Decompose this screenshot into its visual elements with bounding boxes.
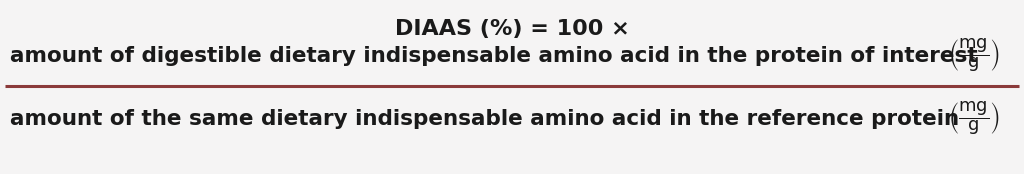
Text: amount of digestible dietary indispensable amino acid in the protein of interest: amount of digestible dietary indispensab… bbox=[10, 46, 978, 66]
Text: DIAAS (%) = 100 ×: DIAAS (%) = 100 × bbox=[394, 19, 630, 39]
Text: $\left(\dfrac{\mathrm{mg}}{\mathrm{g}}\right)$: $\left(\dfrac{\mathrm{mg}}{\mathrm{g}}\r… bbox=[948, 99, 1000, 137]
Text: amount of the same dietary indispensable amino acid in the reference protein: amount of the same dietary indispensable… bbox=[10, 109, 959, 129]
Text: $\left(\dfrac{\mathrm{mg}}{\mathrm{g}}\right)$: $\left(\dfrac{\mathrm{mg}}{\mathrm{g}}\r… bbox=[948, 36, 1000, 74]
